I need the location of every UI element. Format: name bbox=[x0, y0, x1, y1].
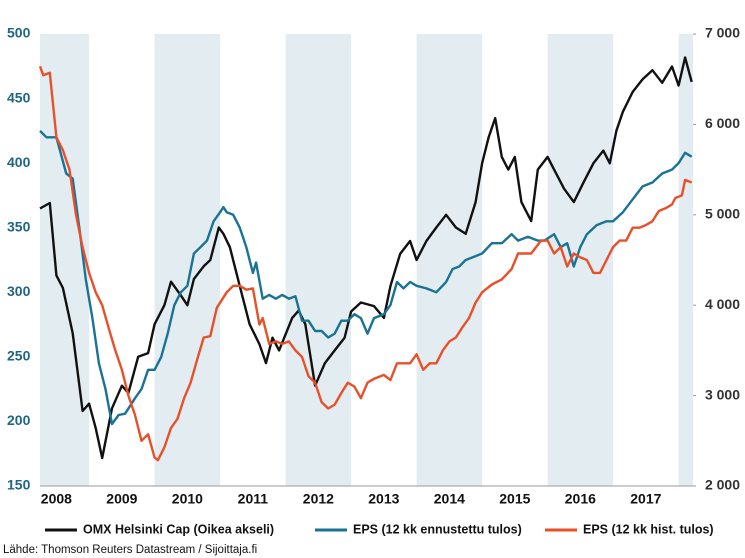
y-tick-label: 200 bbox=[7, 412, 31, 428]
x-tick-label: 2017 bbox=[630, 491, 661, 507]
y-tick-label: 400 bbox=[7, 154, 31, 170]
y2-tick-label: 5 000 bbox=[705, 206, 740, 222]
year-band bbox=[40, 34, 90, 486]
y-tick-label: 500 bbox=[7, 25, 31, 41]
series-line bbox=[38, 65, 693, 462]
year-band bbox=[416, 34, 483, 486]
x-tick-label: 2013 bbox=[368, 491, 399, 507]
y-tick-label: 350 bbox=[7, 218, 31, 234]
legend-label: OMX Helsinki Cap (Oikea akseli) bbox=[83, 522, 274, 536]
y-tick-label: 300 bbox=[7, 283, 31, 299]
x-tick-label: 2012 bbox=[303, 491, 334, 507]
y-tick-label: 150 bbox=[7, 477, 31, 493]
x-tick-label: 2016 bbox=[565, 491, 596, 507]
series-line bbox=[39, 56, 693, 460]
year-band bbox=[547, 34, 614, 486]
x-tick-label: 2008 bbox=[41, 491, 72, 507]
series-line bbox=[39, 130, 693, 426]
year-band bbox=[285, 34, 352, 486]
x-tick-label: 2011 bbox=[238, 491, 269, 507]
x-tick-label: 2014 bbox=[434, 491, 465, 507]
year-band bbox=[678, 34, 693, 486]
y2-tick-label: 6 000 bbox=[705, 115, 740, 131]
y2-tick-label: 4 000 bbox=[705, 296, 740, 312]
y2-tick-label: 2 000 bbox=[705, 477, 740, 493]
y2-tick-label: 3 000 bbox=[705, 386, 740, 402]
x-tick-label: 2015 bbox=[499, 491, 530, 507]
x-tick-label: 2009 bbox=[106, 491, 137, 507]
y-tick-label: 250 bbox=[7, 348, 31, 364]
legend-label: EPS (12 kk ennustettu tulos) bbox=[353, 522, 522, 536]
x-tick-label: 2010 bbox=[172, 491, 203, 507]
y2-tick-label: 7 000 bbox=[705, 25, 740, 41]
y-tick-label: 450 bbox=[7, 89, 31, 105]
source: Lähde: Thomson Reuters Datastream / Sijo… bbox=[3, 544, 257, 556]
legend-label: EPS (12 kk hist. tulos) bbox=[583, 522, 714, 536]
